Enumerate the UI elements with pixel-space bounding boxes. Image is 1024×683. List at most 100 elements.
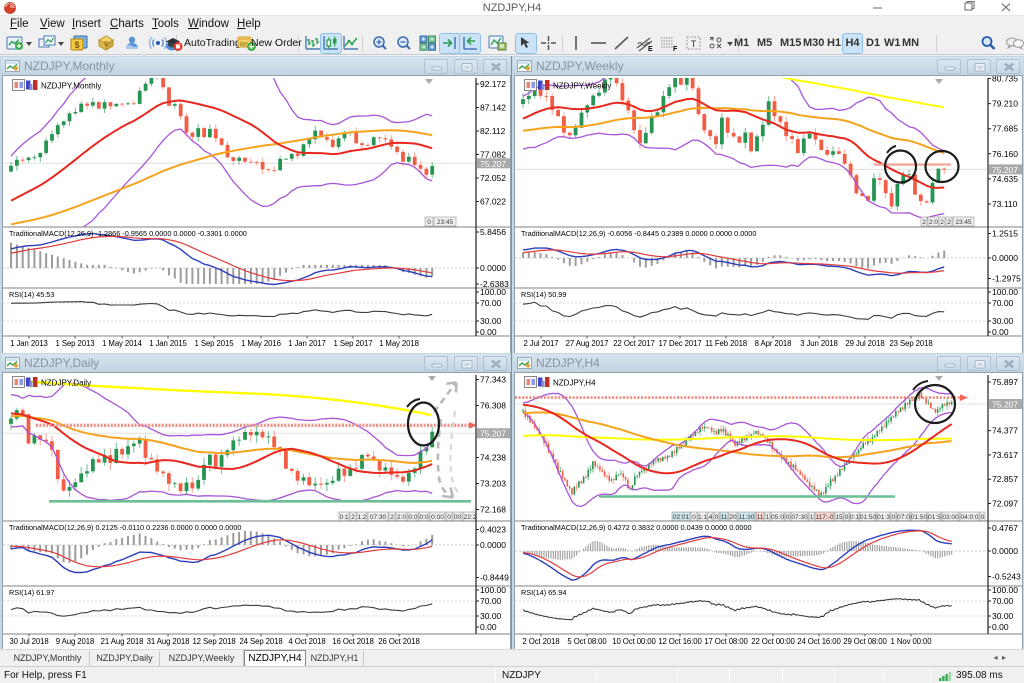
svg-text:23:45: 23:45 [437, 219, 454, 226]
svg-text:21 Aug 2018: 21 Aug 2018 [101, 637, 144, 646]
svg-text:0: 0 [692, 514, 696, 521]
svg-text:22 Oct 00:00: 22 Oct 00:00 [751, 637, 795, 646]
svg-text:-0.8449: -0.8449 [480, 573, 509, 583]
svg-text:2:0: 2:0 [397, 514, 406, 521]
svg-text:0:0: 0:0 [408, 514, 417, 521]
svg-text:100.00: 100.00 [992, 585, 1018, 595]
svg-text:30.00: 30.00 [992, 316, 1014, 326]
svg-text:5.8456: 5.8456 [480, 227, 506, 237]
svg-text:77.343: 77.343 [480, 375, 506, 385]
svg-text:1 Sep 2013: 1 Sep 2013 [56, 339, 95, 348]
svg-text:04:0:0: 04:0:0 [960, 514, 978, 521]
svg-text:07:30: 07:30 [370, 514, 387, 521]
svg-text:0: 0 [981, 514, 985, 521]
svg-text:01:3: 01:3 [877, 514, 890, 521]
svg-text:11: 11 [757, 514, 764, 521]
svg-text:3 Jun 2018: 3 Jun 2018 [800, 339, 838, 348]
svg-text:0.4767: 0.4767 [992, 523, 1018, 533]
svg-text:00: 00 [454, 514, 462, 521]
svg-text:9 Aug 2018: 9 Aug 2018 [56, 637, 94, 646]
svg-text:82.112: 82.112 [480, 126, 506, 136]
svg-text:0:1: 0:1 [339, 514, 348, 521]
svg-text:02:01: 02:01 [673, 514, 690, 521]
svg-text:70.00: 70.00 [992, 596, 1014, 606]
svg-text:1:2: 1:2 [357, 514, 366, 521]
svg-text:74.377: 74.377 [992, 426, 1018, 436]
svg-text:1 Sep 2017: 1 Sep 2017 [334, 339, 373, 348]
svg-text:79.210: 79.210 [992, 99, 1018, 109]
svg-text:72.857: 72.857 [992, 474, 1018, 484]
svg-text:77.082: 77.082 [480, 150, 506, 160]
svg-text:15: 15 [835, 514, 843, 521]
svg-text:12 Sep 2018: 12 Sep 2018 [192, 637, 235, 646]
svg-text:11:30: 11:30 [739, 514, 755, 521]
svg-text:2 Oct 2018: 2 Oct 2018 [522, 637, 559, 646]
svg-text:01:50: 01:50 [911, 514, 928, 521]
svg-text:75.897: 75.897 [992, 377, 1018, 387]
svg-text:30.00: 30.00 [480, 316, 502, 326]
svg-text:0: 0 [845, 514, 849, 521]
svg-text:TraditionalMACD(12,26,9) -1.28: TraditionalMACD(12,26,9) -1.2866 -0.9565… [9, 229, 247, 238]
svg-text:8 Apr 2018: 8 Apr 2018 [755, 339, 792, 348]
svg-text:T: T [691, 39, 697, 49]
svg-text:1 Jan 2015: 1 Jan 2015 [149, 339, 187, 348]
svg-text:NZDJPY,H4: NZDJPY,H4 [553, 379, 596, 388]
svg-text:17 Dec 2017: 17 Dec 2017 [658, 339, 701, 348]
svg-text:9: 9 [104, 41, 108, 48]
svg-text:TraditionalMACD(12,26,9) 0.427: TraditionalMACD(12,26,9) 0.4272 0.3832 0… [521, 523, 752, 532]
svg-text:0:0: 0:0 [419, 514, 428, 521]
svg-text:2: 2 [351, 514, 355, 521]
svg-text:22:2: 22:2 [464, 514, 477, 521]
svg-text:30.00: 30.00 [480, 611, 502, 621]
svg-text:70.00: 70.00 [992, 298, 1014, 308]
svg-text:0.00: 0.00 [480, 622, 497, 632]
svg-text:24 Sep 2018: 24 Sep 2018 [239, 637, 282, 646]
svg-text:4 Oct 2018: 4 Oct 2018 [288, 637, 325, 646]
svg-text:F: F [673, 46, 678, 52]
svg-text:23 Sep 2018: 23 Sep 2018 [889, 339, 932, 348]
svg-text:2: 2 [390, 514, 394, 521]
svg-text:07:30: 07:30 [791, 514, 808, 521]
svg-text:117:-0: 117:-0 [816, 514, 834, 521]
svg-text:1.2515: 1.2515 [992, 229, 1018, 239]
svg-text:E: E [648, 46, 653, 52]
svg-text:RSI(14) 50.99: RSI(14) 50.99 [521, 290, 566, 299]
svg-text:0.00: 0.00 [480, 327, 497, 337]
svg-text:30.00: 30.00 [992, 611, 1014, 621]
svg-text:76.160: 76.160 [992, 149, 1018, 159]
svg-text:22 Oct 2017: 22 Oct 2017 [613, 339, 654, 348]
svg-text:72.097: 72.097 [992, 499, 1018, 509]
svg-text:75.207: 75.207 [992, 400, 1018, 410]
svg-text:0: 0 [892, 514, 896, 521]
svg-text:77.685: 77.685 [992, 124, 1018, 134]
svg-text:26 Oct 2018: 26 Oct 2018 [378, 637, 419, 646]
svg-text:100.00: 100.00 [480, 585, 506, 595]
svg-text:1 May 2016: 1 May 2016 [241, 339, 281, 348]
svg-text:73.110: 73.110 [992, 199, 1018, 209]
svg-text:75.207: 75.207 [480, 159, 506, 169]
svg-text:74.635: 74.635 [992, 174, 1018, 184]
svg-text:12 Oct 16:00: 12 Oct 16:00 [658, 637, 702, 646]
svg-text:01:5: 01:5 [928, 514, 941, 521]
svg-text:2: 2 [940, 219, 944, 226]
svg-text:1 Nov 00:00: 1 Nov 00:00 [891, 637, 933, 646]
svg-text:73.203: 73.203 [480, 479, 506, 489]
svg-text:1 Jan 2013: 1 Jan 2013 [10, 339, 48, 348]
svg-text:-0.5243: -0.5243 [992, 572, 1021, 582]
svg-text:NZDJPY,Daily: NZDJPY,Daily [41, 379, 91, 388]
svg-text:27 Aug 2017: 27 Aug 2017 [566, 339, 609, 348]
svg-text:75.207: 75.207 [992, 165, 1018, 175]
svg-text:05:0: 05:0 [771, 514, 784, 521]
svg-text:72.052: 72.052 [480, 173, 506, 183]
svg-text:20: 20 [729, 514, 737, 521]
svg-text:1 Jan 2017: 1 Jan 2017 [288, 339, 326, 348]
svg-text:03:00: 03:00 [942, 514, 959, 521]
svg-text:16 Oct 2018: 16 Oct 2018 [332, 637, 373, 646]
svg-text:2: 2 [947, 219, 951, 226]
svg-text:0: 0 [427, 219, 431, 226]
svg-text:0: 0 [786, 514, 790, 521]
svg-text:5 Oct 08:00: 5 Oct 08:00 [567, 637, 607, 646]
svg-text:0:00: 0:00 [431, 514, 444, 521]
svg-text:29 Jul 2018: 29 Jul 2018 [845, 339, 884, 348]
svg-text:2: 2 [922, 219, 926, 226]
